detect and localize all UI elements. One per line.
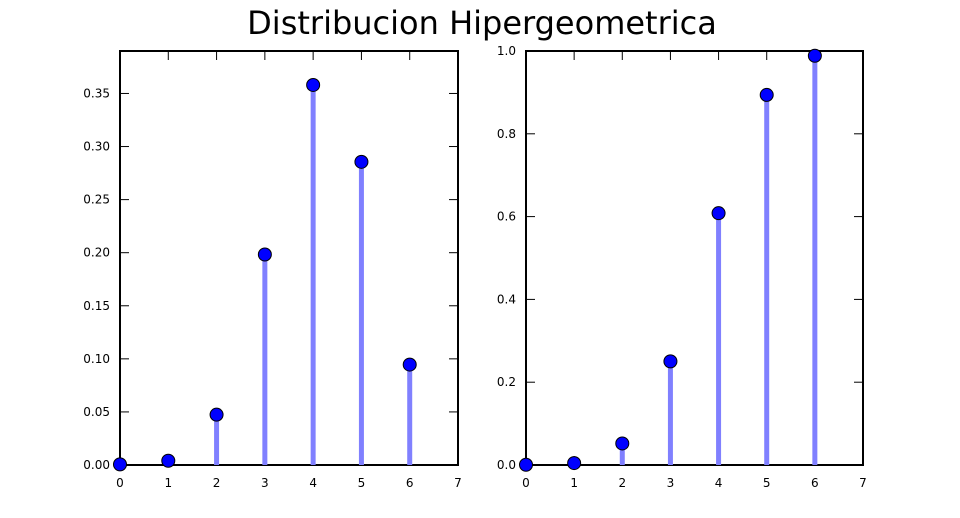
data-point (306, 77, 321, 92)
cdf-panel: 0 1 2 3 4 5 6 7 0.0 0.2 0.4 0.6 0.8 1.0 (497, 44, 867, 490)
x-tick-label: 5 (763, 476, 771, 490)
y-tick-label: 0.10 (83, 352, 110, 366)
y-tick-label: 0.4 (497, 292, 516, 306)
data-point (354, 154, 369, 169)
data-point (257, 247, 272, 262)
x-tick-label: 2 (618, 476, 626, 490)
data-point (807, 48, 822, 63)
data-point (615, 436, 630, 451)
axes-frame (525, 50, 864, 466)
x-tick-label: 3 (667, 476, 675, 490)
data-point (402, 357, 417, 372)
y-tick-label: 0.15 (83, 299, 110, 313)
x-tick-label: 3 (261, 476, 269, 490)
x-tick-label: 4 (715, 476, 723, 490)
y-tick-label: 0.2 (497, 375, 516, 389)
x-tick-label: 4 (309, 476, 317, 490)
y-tick-label: 0.8 (497, 127, 516, 141)
data-point (519, 457, 533, 472)
y-tick-label: 0.25 (83, 193, 110, 207)
y-tick-label: 1.0 (497, 44, 516, 58)
x-tick-label: 7 (454, 476, 462, 490)
x-tick-label: 2 (213, 476, 221, 490)
x-tick-label: 6 (811, 476, 819, 490)
y-tick-label: 0.35 (83, 86, 110, 100)
y-tick-label: 0.00 (83, 458, 110, 472)
x-tick-label: 7 (859, 476, 867, 490)
data-point (567, 456, 582, 471)
x-tick-label: 6 (406, 476, 414, 490)
x-tick-label: 0 (116, 476, 124, 490)
data-point (711, 206, 726, 221)
data-point (663, 354, 678, 369)
x-tick-label: 5 (358, 476, 366, 490)
x-tick-label: 0 (522, 476, 530, 490)
figure-title: Distribucion Hipergeometrica (247, 4, 717, 42)
y-tick-label: 0.20 (83, 246, 110, 260)
y-tick-label: 0.0 (497, 458, 516, 472)
data-point (759, 87, 774, 102)
data-point (161, 453, 176, 468)
x-tick-label: 1 (570, 476, 578, 490)
data-point (209, 407, 224, 422)
y-tick-label: 0.6 (497, 210, 516, 224)
x-tick-label: 1 (164, 476, 172, 490)
y-tick-label: 0.30 (83, 140, 110, 154)
axes-frame (119, 50, 459, 466)
y-tick-label: 0.05 (83, 405, 110, 419)
pmf-panel: 0 1 2 3 4 5 6 7 0.00 0.05 0.10 0.15 0.20 0.25 0.30 0.35 (83, 50, 462, 490)
data-point (113, 457, 127, 472)
